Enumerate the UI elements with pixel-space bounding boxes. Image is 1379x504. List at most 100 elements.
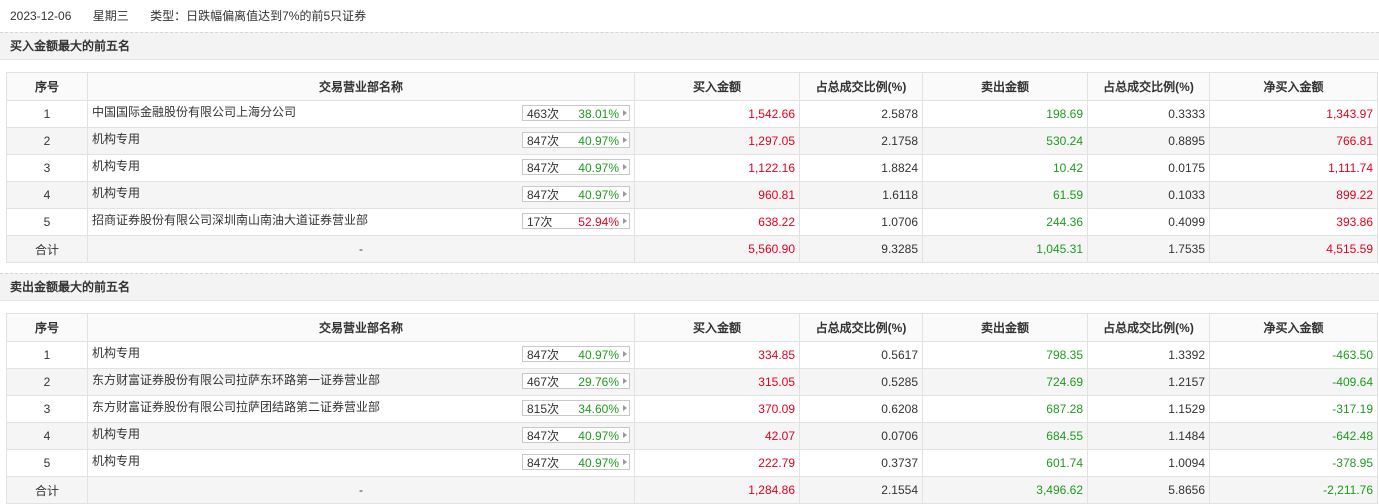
col-buy-ratio: 占总成交比例(%) <box>799 72 923 101</box>
caret-right-icon <box>623 164 627 170</box>
branch-cell: 机构专用 847次 40.97% <box>87 181 635 209</box>
branch-wrap: 东方财富证券股份有限公司拉萨团结路第二证券营业部 815次 34.60% <box>92 396 634 422</box>
branch-cell: 东方财富证券股份有限公司拉萨东环路第一证券营业部 467次 29.76% <box>87 368 635 396</box>
total-sell: 3,496.62 <box>922 476 1088 504</box>
branch-rate: 38.01% <box>578 107 619 121</box>
branch-wrap: 机构专用 847次 40.97% <box>92 450 634 476</box>
net-amount: 899.22 <box>1209 181 1378 209</box>
branch-name-link[interactable]: 机构专用 <box>92 186 141 200</box>
caret-right-icon <box>623 351 627 357</box>
buy-amount: 370.09 <box>634 395 800 423</box>
branch-rate: 29.76% <box>578 375 619 389</box>
branch-stats-tag[interactable]: 463次 38.01% <box>522 105 630 121</box>
sell-amount: 601.74 <box>922 449 1088 477</box>
branch-name-link[interactable]: 东方财富证券股份有限公司拉萨东环路第一证券营业部 <box>92 373 381 387</box>
branch-name-link[interactable]: 机构专用 <box>92 454 141 468</box>
total-net: 4,515.59 <box>1209 235 1378 263</box>
sell-ratio: 0.0175 <box>1087 154 1210 182</box>
branch-stats-tag[interactable]: 467次 29.76% <box>522 373 630 389</box>
branch-stats-tag[interactable]: 847次 40.97% <box>522 186 630 202</box>
buy-ratio: 0.5617 <box>799 341 923 369</box>
buy-ratio: 0.3737 <box>799 449 923 477</box>
weekday-label: 星期三 <box>92 9 129 23</box>
col-index: 序号 <box>6 72 88 101</box>
branch-name-link[interactable]: 机构专用 <box>92 159 141 173</box>
branch-rate: 40.97% <box>578 348 619 362</box>
branch-count: 847次 <box>527 429 560 443</box>
buy-amount: 315.05 <box>634 368 800 396</box>
branch-stats-tag[interactable]: 847次 40.97% <box>522 346 630 362</box>
caret-right-icon <box>623 432 627 438</box>
header-bar: 2023-12-06 星期三 类型：日跌幅偏离值达到7%的前5只证券 <box>0 0 1379 32</box>
sell-ratio: 1.1484 <box>1087 422 1210 450</box>
sell-ratio: 0.4099 <box>1087 208 1210 236</box>
branch-name-link[interactable]: 东方财富证券股份有限公司拉萨团结路第二证券营业部 <box>92 400 381 414</box>
buy-table: 序号 交易营业部名称 买入金额 占总成交比例(%) 卖出金额 占总成交比例(%)… <box>6 72 1378 263</box>
caret-right-icon <box>623 137 627 143</box>
sell-amount: 798.35 <box>922 341 1088 369</box>
net-amount: -378.95 <box>1209 449 1378 477</box>
branch-stats-tag[interactable]: 815次 34.60% <box>522 400 630 416</box>
col-branch-name: 交易营业部名称 <box>87 72 635 101</box>
branch-stats-tag[interactable]: 847次 40.97% <box>522 454 630 470</box>
buy-table-body: 1 中国国际金融股份有限公司上海分公司 463次 38.01% 1,542.66 2.58… <box>6 100 1378 263</box>
buy-ratio: 2.1758 <box>799 127 923 155</box>
branch-cell: 机构专用 847次 40.97% <box>87 422 635 450</box>
total-sell-ratio: 5.8656 <box>1087 476 1210 504</box>
branch-rate: 40.97% <box>578 134 619 148</box>
table-row: 1 机构专用 847次 40.97% 334.85 0.5617 798.35 1.3392-… <box>6 341 1378 369</box>
buy-ratio: 0.5285 <box>799 368 923 396</box>
col-buy-amount: 买入金额 <box>634 313 800 342</box>
branch-stats-tag[interactable]: 847次 40.97% <box>522 132 630 148</box>
col-net-amount: 净买入金额 <box>1209 313 1378 342</box>
type-label: 类型：日跌幅偏离值达到7%的前5只证券 <box>150 9 367 23</box>
branch-name-link[interactable]: 机构专用 <box>92 427 141 441</box>
branch-stats-tag[interactable]: 847次 40.97% <box>522 427 630 443</box>
branch-count: 847次 <box>527 134 560 148</box>
buy-section-title: 买入金额最大的前五名 <box>0 32 1379 60</box>
row-index: 2 <box>6 127 88 155</box>
row-index: 3 <box>6 395 88 423</box>
branch-wrap: 机构专用 847次 40.97% <box>92 342 634 368</box>
total-buy: 5,560.90 <box>634 235 800 263</box>
buy-ratio: 1.0706 <box>799 208 923 236</box>
sell-ratio: 1.0094 <box>1087 449 1210 477</box>
branch-name-link[interactable]: 机构专用 <box>92 132 141 146</box>
sell-section-title: 卖出金额最大的前五名 <box>0 273 1379 301</box>
branch-name-link[interactable]: 中国国际金融股份有限公司上海分公司 <box>92 105 297 119</box>
branch-stats-tag[interactable]: 847次 40.97% <box>522 159 630 175</box>
table-row: 3 东方财富证券股份有限公司拉萨团结路第二证券营业部 815次 34.60% 370.0… <box>6 395 1378 423</box>
sell-ratio: 1.1529 <box>1087 395 1210 423</box>
branch-count: 17次 <box>527 215 553 229</box>
branch-rate: 40.97% <box>578 161 619 175</box>
col-sell-ratio: 占总成交比例(%) <box>1087 313 1210 342</box>
net-amount: 393.86 <box>1209 208 1378 236</box>
sell-ratio: 1.3392 <box>1087 341 1210 369</box>
total-sell-ratio: 1.7535 <box>1087 235 1210 263</box>
branch-cell: 机构专用 847次 40.97% <box>87 127 635 155</box>
branch-wrap: 机构专用 847次 40.97% <box>92 155 634 181</box>
total-sell: 1,045.31 <box>922 235 1088 263</box>
branch-stats-tag[interactable]: 17次 52.94% <box>522 213 630 229</box>
sell-amount: 244.36 <box>922 208 1088 236</box>
table-row: 2 机构专用 847次 40.97% 1,297.05 2.1758 530.24 0.889… <box>6 127 1378 155</box>
buy-amount: 638.22 <box>634 208 800 236</box>
table-header-row: 序号 交易营业部名称 买入金额 占总成交比例(%) 卖出金额 占总成交比例(%)… <box>6 313 1378 342</box>
branch-rate: 40.97% <box>578 188 619 202</box>
col-sell-amount: 卖出金额 <box>922 313 1088 342</box>
branch-wrap: 东方财富证券股份有限公司拉萨东环路第一证券营业部 467次 29.76% <box>92 369 634 395</box>
branch-wrap: 机构专用 847次 40.97% <box>92 128 634 154</box>
branch-name-link[interactable]: 招商证券股份有限公司深圳南山南油大道证券营业部 <box>92 213 369 227</box>
net-amount: 1,343.97 <box>1209 100 1378 128</box>
branch-cell: 机构专用 847次 40.97% <box>87 154 635 182</box>
branch-cell: 机构专用 847次 40.97% <box>87 341 635 369</box>
total-buy: 1,284.86 <box>634 476 800 504</box>
date-label: 2023-12-06 <box>10 9 72 23</box>
row-index: 5 <box>6 449 88 477</box>
net-amount: -409.64 <box>1209 368 1378 396</box>
branch-cell: 中国国际金融股份有限公司上海分公司 463次 38.01% <box>87 100 635 128</box>
col-sell-ratio: 占总成交比例(%) <box>1087 72 1210 101</box>
row-index: 1 <box>6 100 88 128</box>
total-row: 合计 -1,284.86 2.1554 3,496.62 5.8656 -2,211.76 <box>6 476 1378 504</box>
branch-name-link[interactable]: 机构专用 <box>92 346 141 360</box>
